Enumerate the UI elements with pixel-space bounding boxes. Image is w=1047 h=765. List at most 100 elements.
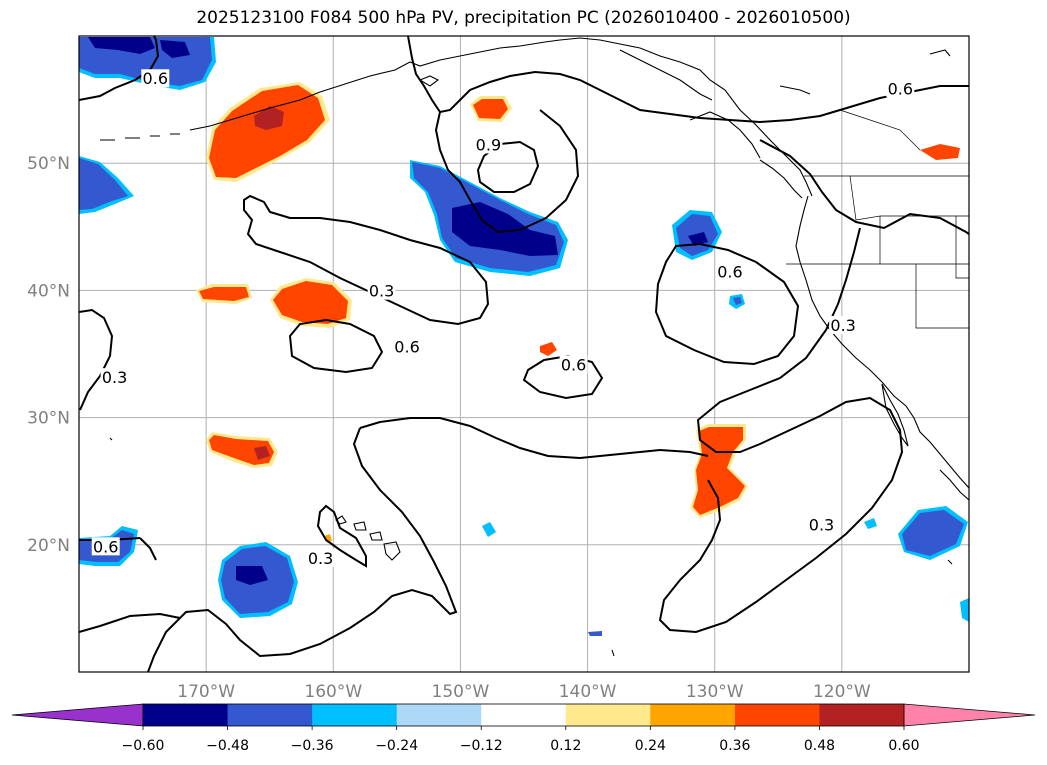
contour-label-bg bbox=[100, 368, 129, 387]
colorbar-bin bbox=[734, 704, 820, 726]
lon-tick-label: 130°W bbox=[686, 682, 744, 702]
contour-label-bg bbox=[807, 515, 836, 534]
colorbar-bin bbox=[565, 704, 651, 726]
precip-blob bbox=[199, 287, 249, 301]
colorbar-outline bbox=[142, 703, 905, 727]
precip-positive-shading bbox=[196, 82, 960, 542]
colorbar-extend-low bbox=[11, 703, 144, 727]
colorbar-bin bbox=[819, 704, 905, 726]
map-title: 2025123100 F084 500 hPa PV, precipitatio… bbox=[196, 8, 851, 28]
contour-label: 0.3 bbox=[809, 516, 834, 535]
pv-contour bbox=[658, 227, 904, 634]
precip-blob bbox=[733, 297, 742, 305]
pv-contour bbox=[139, 537, 157, 561]
precip-blob bbox=[473, 99, 508, 119]
contour-label: 0.6 bbox=[394, 338, 419, 357]
contour-label-bg bbox=[474, 135, 503, 154]
colorbar-tick-label: 0.36 bbox=[719, 738, 750, 754]
lon-tick-label: 160°W bbox=[304, 682, 362, 702]
precip-blob bbox=[160, 40, 190, 58]
contour-label: 0.6 bbox=[93, 537, 118, 556]
pv-contour bbox=[288, 318, 384, 374]
pv-contour bbox=[243, 194, 490, 326]
colorbar-tick-label: 0.48 bbox=[804, 738, 835, 754]
precip-blob bbox=[864, 518, 877, 529]
precip-blob bbox=[254, 446, 270, 460]
lon-tick-label: 140°W bbox=[559, 682, 617, 702]
contour-label: 0.3 bbox=[308, 549, 333, 568]
pv-contour bbox=[407, 36, 969, 124]
lat-tick-label: 50°N bbox=[27, 154, 70, 174]
longitude-tick-labels: 170°W 160°W 150°W 140°W 130°W 120°W bbox=[177, 682, 871, 702]
latitude-tick-labels: 50°N 40°N 30°N 20°N bbox=[27, 154, 70, 556]
precip-blob bbox=[273, 281, 348, 324]
pv-contour bbox=[759, 139, 969, 235]
pv-contour bbox=[79, 308, 114, 411]
colorbar-tick-label: −0.36 bbox=[291, 738, 334, 754]
map-frame bbox=[78, 35, 970, 673]
precip-blob bbox=[960, 598, 969, 622]
precip-blob bbox=[254, 106, 284, 130]
lat-tick-label: 40°N bbox=[27, 281, 70, 301]
precip-blob bbox=[209, 85, 325, 178]
precip-blob bbox=[79, 158, 128, 210]
contour-label-bg bbox=[393, 337, 422, 356]
colorbar-bin bbox=[143, 704, 229, 726]
pv-contour bbox=[654, 242, 800, 366]
contour-label: 0.3 bbox=[830, 316, 855, 335]
contour-label: 0.3 bbox=[102, 368, 127, 387]
contour-label-bg bbox=[829, 316, 858, 335]
contour-label-bg bbox=[367, 281, 396, 300]
contour-label-bg bbox=[141, 69, 170, 88]
colorbar-bin bbox=[396, 704, 482, 726]
contour-label: 0.6 bbox=[717, 263, 742, 282]
pv-contour bbox=[359, 417, 709, 460]
colorbar-tick-label: 0.12 bbox=[550, 738, 581, 754]
lat-tick-label: 30°N bbox=[27, 409, 70, 429]
lat-tick-label: 20°N bbox=[27, 536, 70, 556]
pv-contours bbox=[79, 36, 969, 672]
precip-blob bbox=[902, 510, 964, 556]
contour-label: 0.6 bbox=[143, 69, 168, 88]
contour-label-bg bbox=[559, 355, 588, 374]
graticule bbox=[79, 36, 969, 672]
colorbar-tick-label: 0.60 bbox=[888, 738, 919, 754]
contour-label: 0.6 bbox=[888, 79, 913, 98]
colorbar-bin bbox=[481, 704, 567, 726]
contour-label: 0.9 bbox=[476, 135, 501, 154]
contour-label: 0.6 bbox=[561, 355, 586, 374]
colorbar-bin bbox=[650, 704, 736, 726]
precip-blob bbox=[588, 631, 602, 636]
precip-blob bbox=[540, 342, 557, 356]
pv-contour bbox=[147, 427, 458, 672]
colorbar-bin bbox=[227, 704, 313, 726]
colorbar-tick-label: −0.60 bbox=[122, 738, 165, 754]
pv-contour bbox=[522, 354, 604, 400]
colorbar-tick-label: −0.12 bbox=[460, 738, 503, 754]
colorbar-tick-label: −0.48 bbox=[206, 738, 249, 754]
contour-labels: 0.6 0.6 0.9 0.6 0.3 0.3 0.6 0.3 0.6 0.3 0.6 0.3 bbox=[91, 69, 915, 568]
contour-label: 0.3 bbox=[369, 282, 394, 301]
contour-label-bg bbox=[91, 537, 120, 556]
precip-blob bbox=[688, 232, 708, 246]
coastlines bbox=[100, 37, 969, 657]
lon-tick-label: 150°W bbox=[432, 682, 490, 702]
pv-contour bbox=[434, 109, 580, 234]
precip-negative-shading bbox=[79, 37, 969, 636]
precip-blob bbox=[482, 522, 496, 537]
pv-contour bbox=[316, 504, 367, 568]
contour-label-bg bbox=[715, 262, 744, 281]
lon-tick-label: 120°W bbox=[813, 682, 871, 702]
precip-blob bbox=[693, 427, 745, 515]
colorbar-extend-high bbox=[903, 703, 1036, 727]
precip-blob bbox=[88, 37, 155, 54]
colorbar-bin bbox=[312, 704, 398, 726]
lon-tick-label: 170°W bbox=[177, 682, 235, 702]
borders bbox=[786, 109, 969, 329]
colorbar-tick-label: 0.24 bbox=[635, 738, 666, 754]
precip-blob bbox=[236, 566, 268, 585]
contour-label-bg bbox=[886, 79, 915, 98]
colorbar: −0.60 −0.48 −0.36 −0.24 −0.12 0.12 0.24 0.36 0.4… bbox=[11, 703, 1036, 754]
precip-blob bbox=[920, 144, 960, 160]
